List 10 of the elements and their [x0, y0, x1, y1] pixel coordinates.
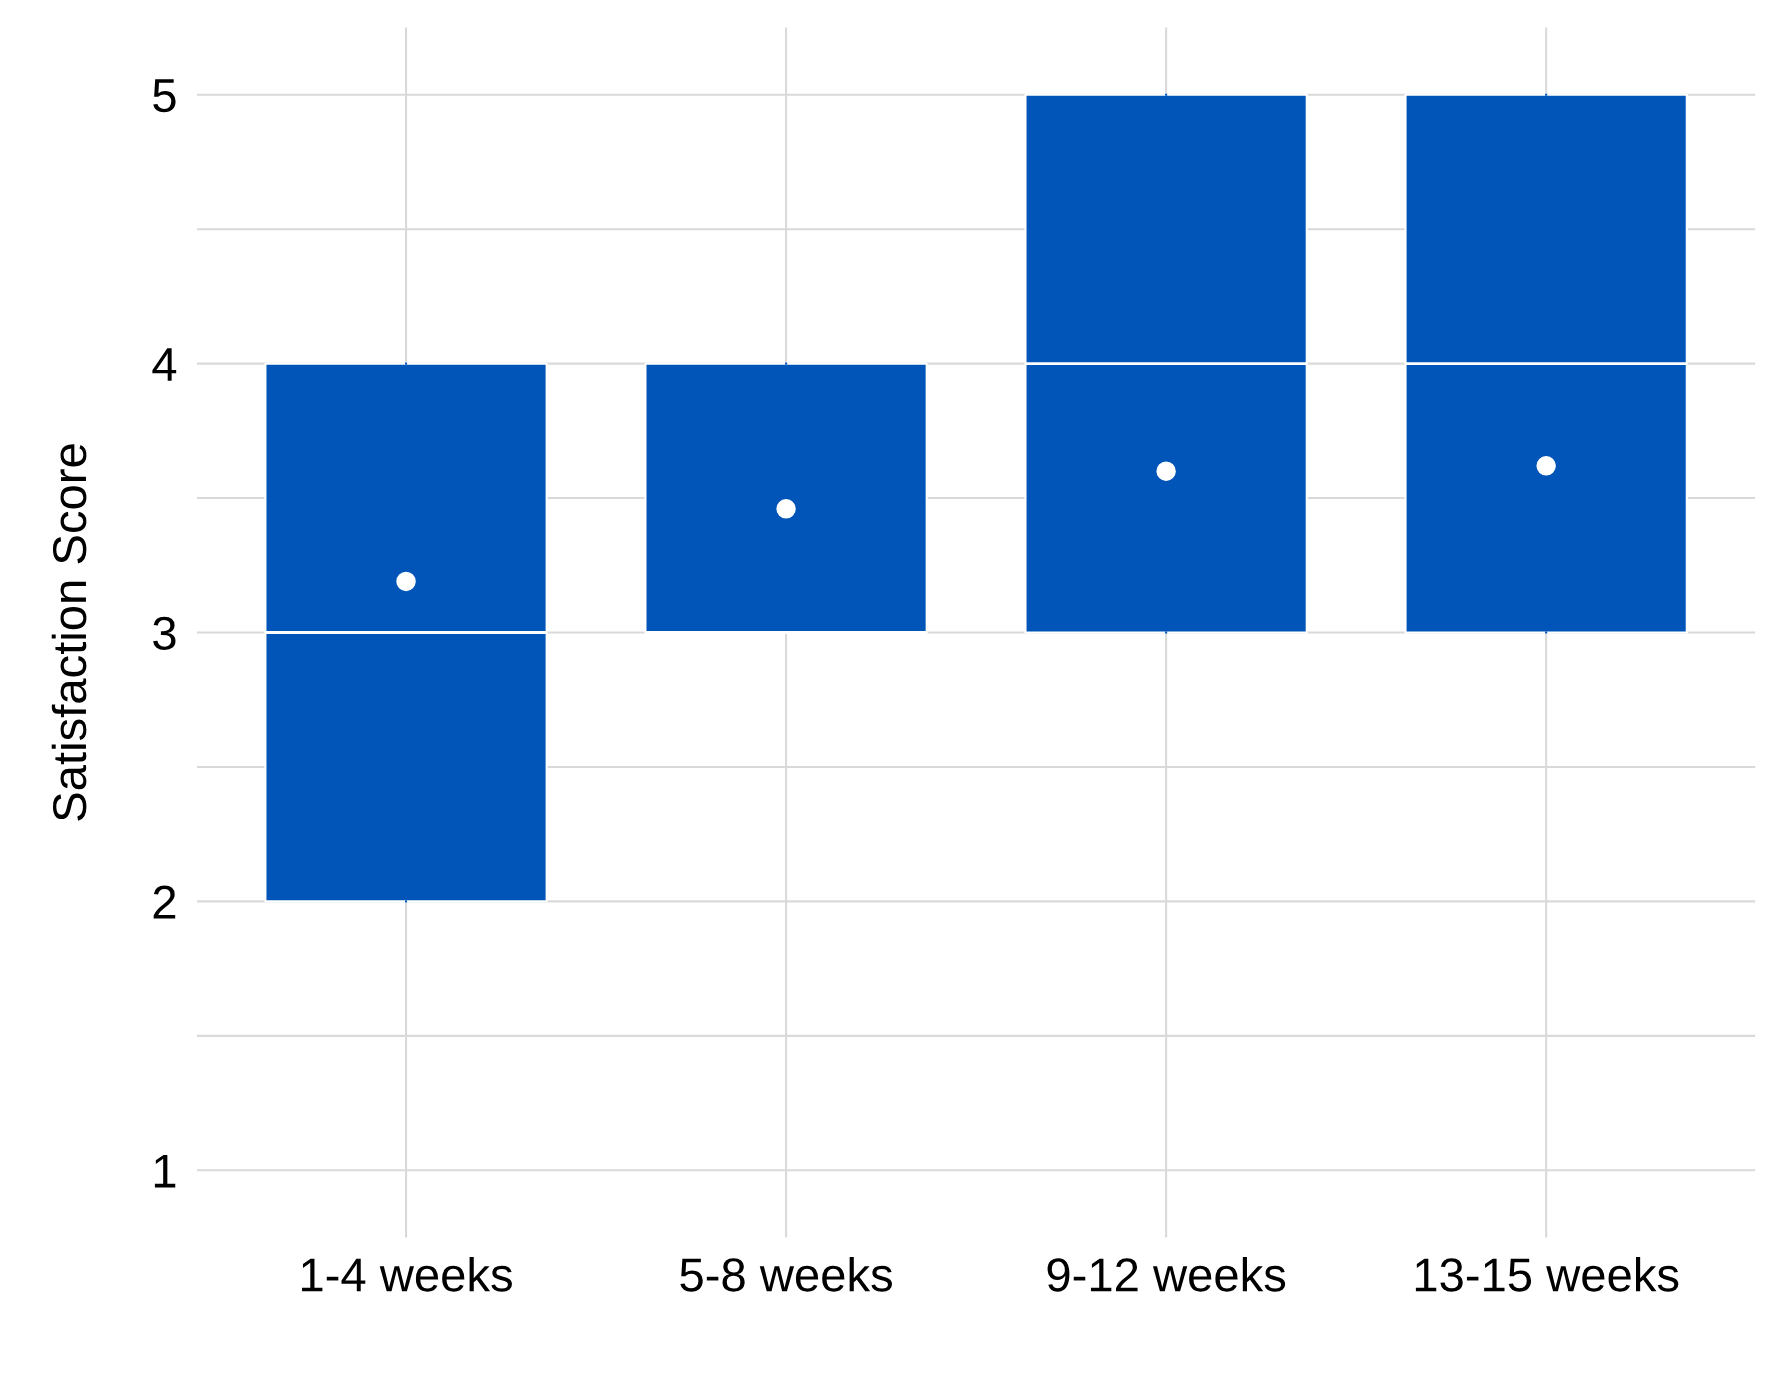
y-tick-label: 5 — [153, 79, 176, 113]
y-tick-label: 3 — [153, 616, 176, 651]
y-tick-label: 1 — [154, 1154, 176, 1188]
y-tick-label: 4 — [152, 348, 177, 381]
x-tick-label: 5-8 weeks — [680, 1256, 892, 1292]
y-tick-label: 2 — [153, 885, 176, 919]
y-axis-title: Satisfaction Score — [51, 444, 87, 821]
x-tick-label: 13-15 weeks — [1415, 1256, 1679, 1292]
x-tick-label: 9-12 weeks — [1047, 1256, 1286, 1292]
x-tick-label: 1-4 weeks — [302, 1256, 512, 1292]
